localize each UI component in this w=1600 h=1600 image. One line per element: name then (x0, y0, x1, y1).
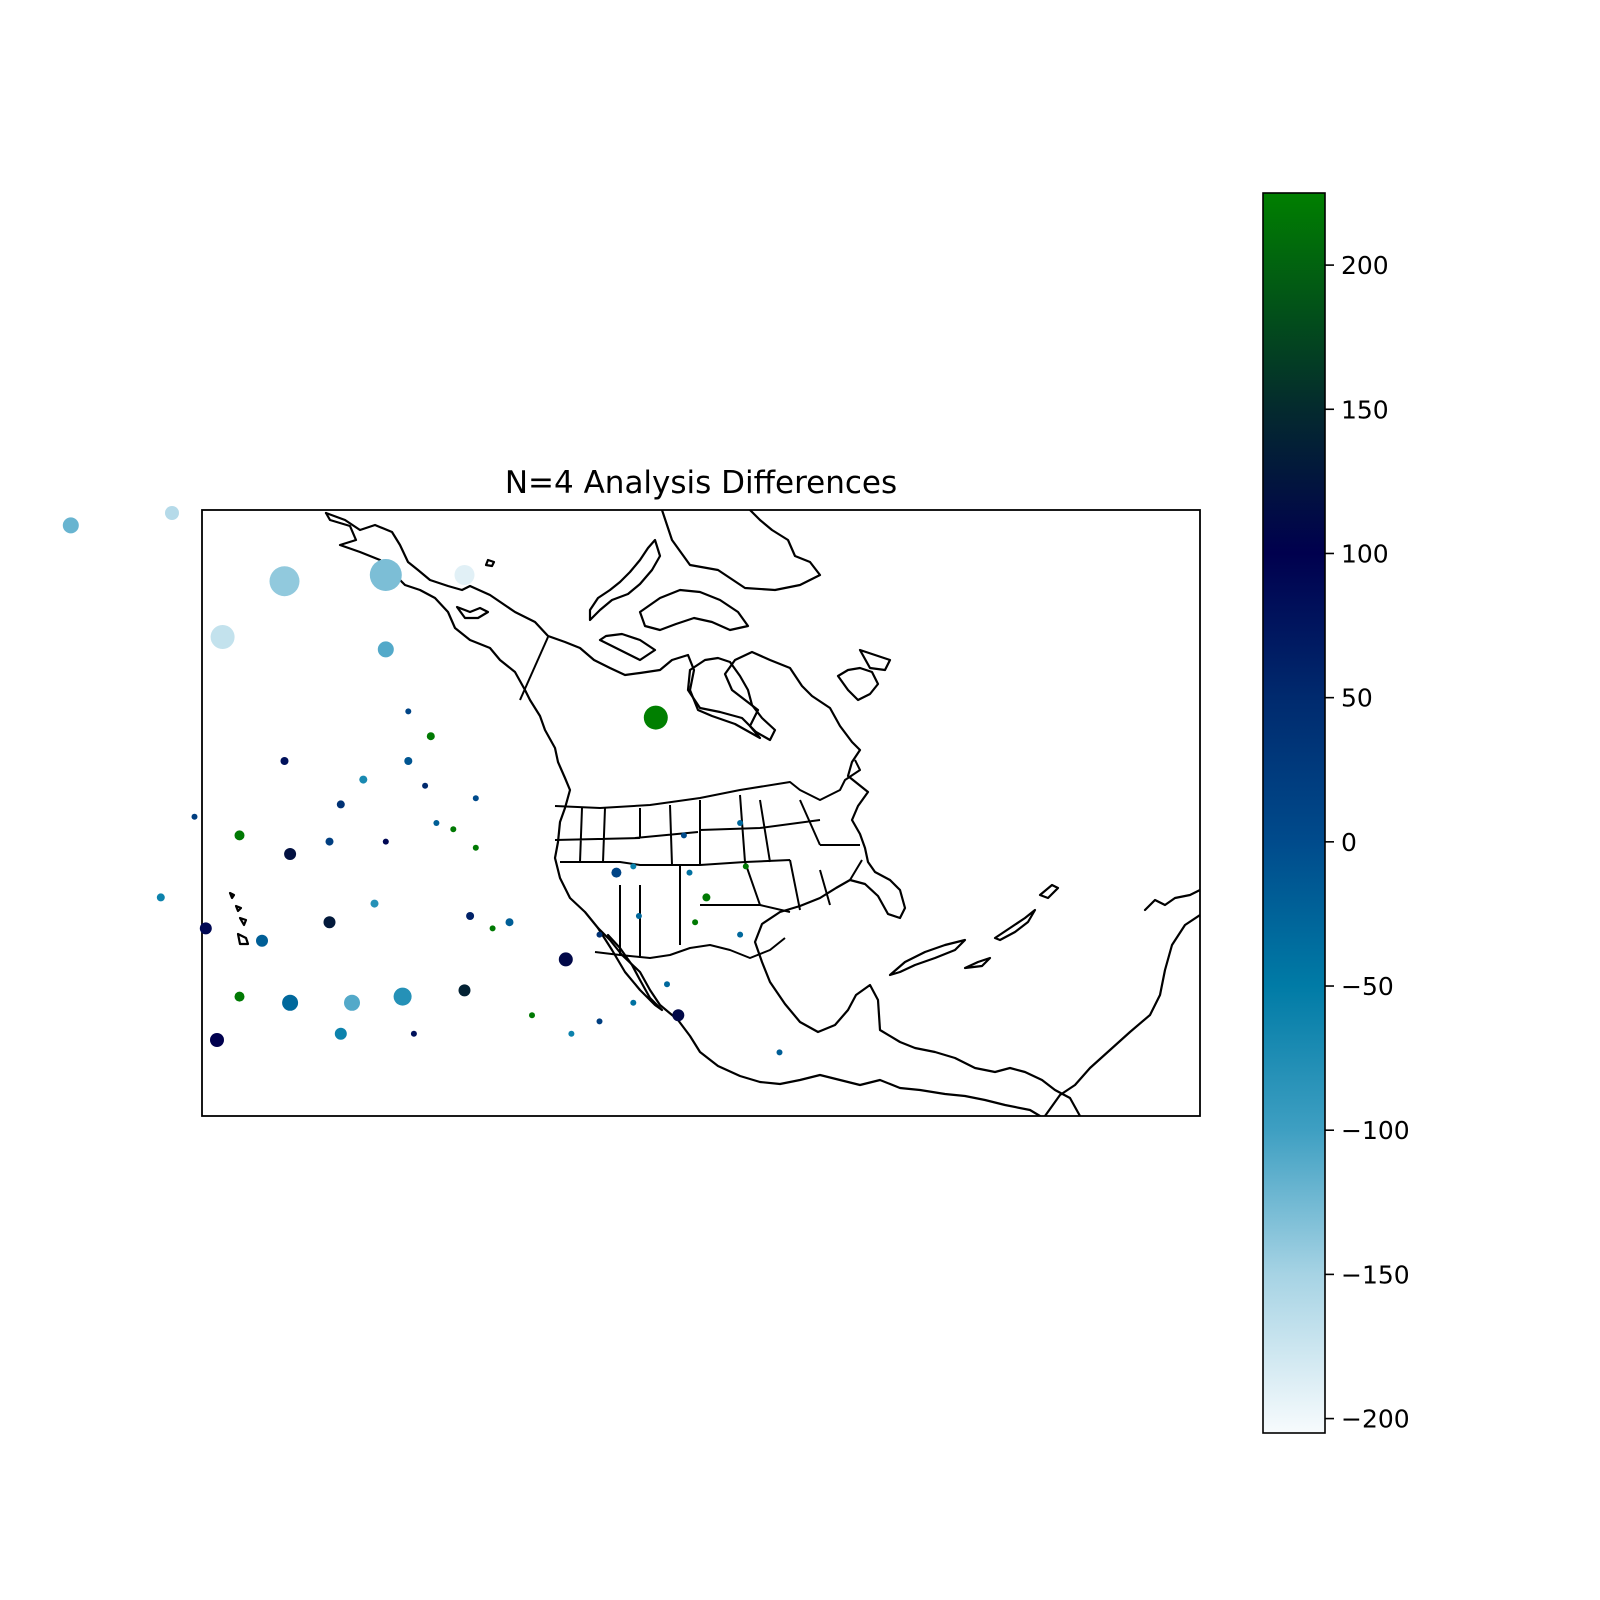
colorbar-tick-label: 150 (1341, 395, 1389, 424)
border-us-mexico (594, 937, 786, 959)
station-marker (210, 625, 235, 649)
colorbar-ticks: 200 150 100 50 0 −50 −100 −150 −200 (1325, 251, 1410, 1434)
colorbar-tick-label: 0 (1341, 828, 1357, 857)
station-marker (282, 994, 299, 1011)
station-marker (472, 844, 479, 851)
coastline-south-america (1043, 913, 1200, 1116)
station-marker (611, 867, 622, 878)
station-marker (393, 987, 412, 1006)
station-marker (596, 931, 603, 938)
station-marker (529, 1012, 535, 1019)
station-marker (686, 869, 693, 876)
station-marker (472, 795, 479, 802)
map-panel (62, 506, 1201, 1117)
station-marker (458, 984, 471, 997)
coastline-baja (596, 926, 664, 1012)
station-marker (334, 1027, 347, 1040)
station-marker (191, 813, 198, 820)
station-marker (737, 931, 744, 938)
station-marker (630, 863, 637, 870)
coastline-hawaii (228, 891, 250, 946)
station-marker (359, 775, 368, 784)
coastline-europe-edge (1143, 888, 1200, 912)
colorbar-tick-label: −150 (1341, 1260, 1410, 1289)
station-marker (742, 863, 749, 870)
station-marker (199, 922, 212, 935)
colorbar-tick-label: 200 (1341, 251, 1389, 280)
station-marker (382, 838, 389, 845)
station-marker (377, 641, 394, 658)
coastline-caribbean (888, 883, 1060, 977)
station-marker (558, 952, 573, 967)
coastline-mainland (324, 511, 1082, 1116)
station-marker (325, 837, 334, 846)
colorbar-tick-label: −200 (1341, 1405, 1410, 1434)
station-marker (737, 820, 744, 826)
border-us-states (554, 794, 863, 958)
station-marker (404, 757, 413, 765)
border-us-canada (554, 759, 861, 809)
station-marker (489, 925, 496, 932)
coastline-newfoundland (836, 648, 892, 702)
station-marker (165, 506, 179, 520)
colorbar-tick-label: −50 (1341, 972, 1394, 1001)
station-marker (210, 1033, 224, 1047)
colorbar-tick-label: −100 (1341, 1116, 1410, 1145)
coastline-hudson-bay (686, 656, 777, 742)
station-marker (466, 912, 475, 920)
station-marker (156, 893, 165, 902)
colorbar: 200 150 100 50 0 −50 −100 −150 −200 (1262, 192, 1410, 1434)
coastline-greenland (660, 510, 822, 592)
station-marker (62, 517, 79, 534)
station-marker (426, 732, 435, 741)
station-marker (672, 1009, 685, 1022)
station-marker (433, 820, 440, 826)
station-marker (505, 918, 514, 927)
station-marker (776, 1049, 783, 1056)
colorbar-tick-label: 100 (1341, 539, 1389, 568)
station-marker (568, 1030, 575, 1037)
map-frame (201, 509, 1201, 1117)
station-marker (369, 559, 402, 591)
coastline-arctic-islands (588, 538, 750, 662)
station-marker (422, 782, 429, 789)
station-marker (450, 826, 457, 833)
station-marker (256, 934, 268, 947)
station-marker (410, 1030, 417, 1037)
station-marker (370, 899, 379, 908)
station-marker (692, 919, 699, 926)
station-marker (269, 566, 300, 597)
station-marker (405, 708, 412, 715)
station-marker (284, 848, 297, 860)
station-marker (635, 913, 642, 919)
border-alaska-canada (519, 636, 549, 701)
station-marker (234, 830, 245, 841)
station-markers (62, 506, 783, 1056)
map-geography (228, 510, 1200, 1116)
station-marker (280, 757, 289, 765)
coastline-aleutian (455, 558, 496, 620)
colorbar-tick-label: 50 (1341, 684, 1373, 713)
station-marker (336, 800, 345, 809)
station-marker (643, 705, 668, 730)
station-marker (344, 994, 360, 1011)
colorbar-gradient (1262, 192, 1326, 1434)
station-marker (664, 981, 670, 988)
station-marker (454, 565, 475, 585)
station-marker (596, 1018, 603, 1025)
station-marker (234, 991, 245, 1002)
station-marker (630, 999, 637, 1006)
chart-title: N=4 Analysis Differences (505, 465, 897, 501)
station-marker (680, 832, 687, 839)
station-marker (323, 916, 336, 929)
coastline-pacific (324, 511, 1042, 1116)
station-marker (702, 893, 711, 902)
